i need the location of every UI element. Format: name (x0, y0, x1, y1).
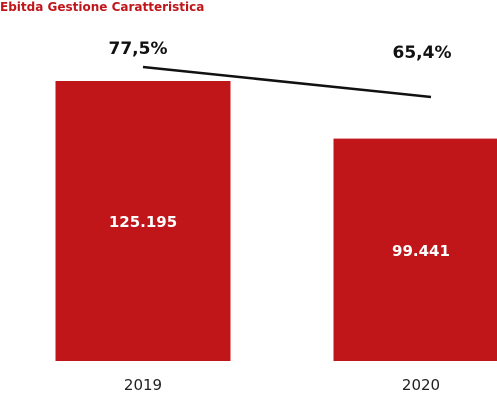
bar-2019 (55, 81, 231, 361)
value-label-2019: 125.195 (109, 213, 177, 231)
margin-label-2019: 77,5% (109, 39, 168, 59)
chart-title: Ebitda Gestione Caratteristica (0, 0, 205, 14)
category-label-2019: 2019 (124, 376, 162, 394)
value-label-2020: 99.441 (392, 242, 450, 260)
margin-label-2020: 65,4% (393, 43, 452, 63)
bar-2020 (333, 138, 497, 361)
margin-line (142, 65, 432, 99)
category-label-2020: 2020 (402, 376, 440, 394)
